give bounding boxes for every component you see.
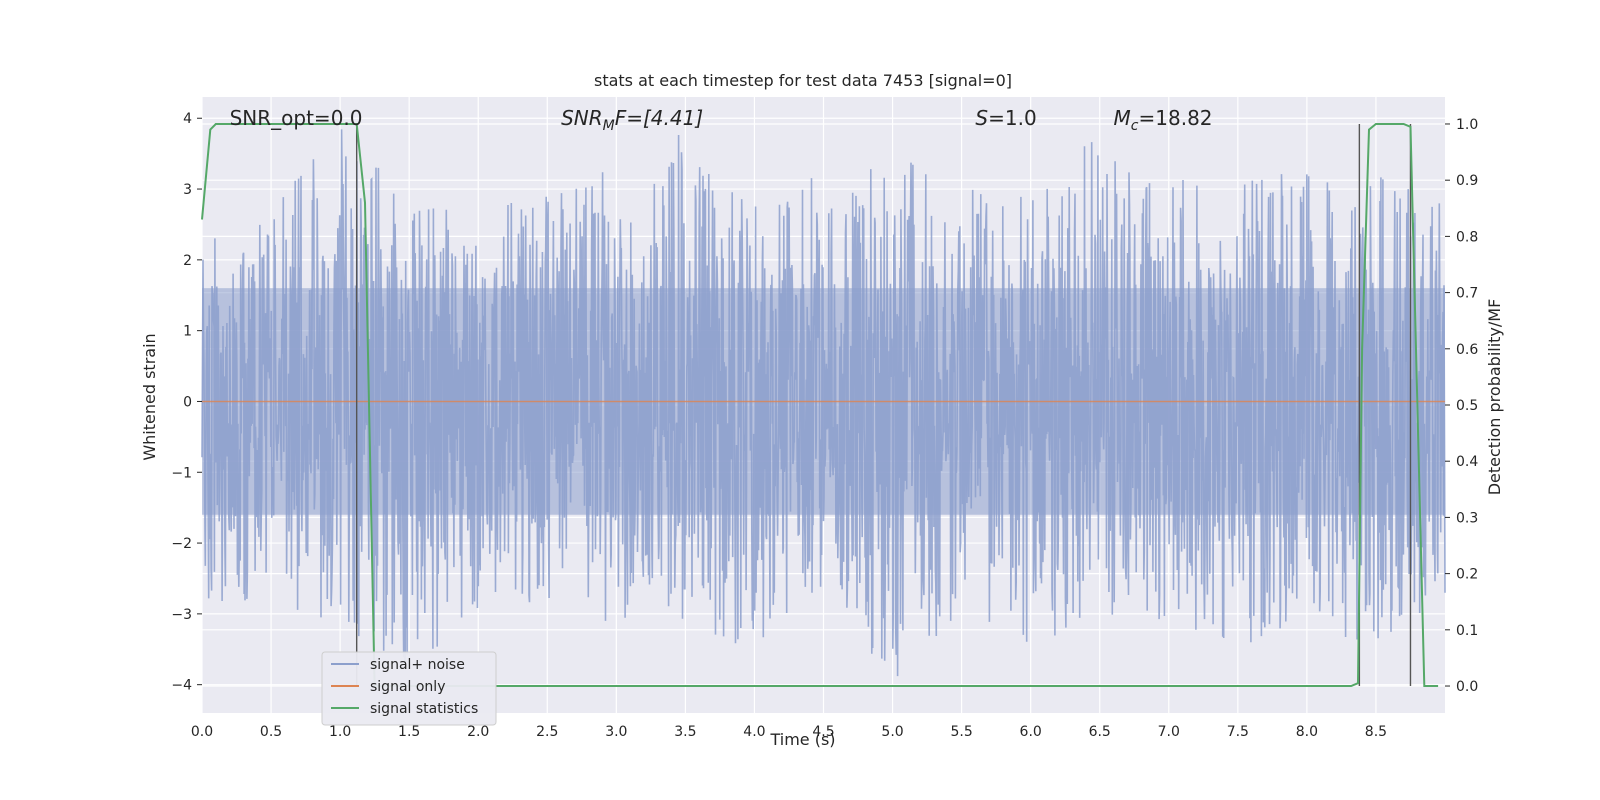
x-tick-label: 0.5 (260, 724, 282, 740)
stat-annotation: S=1.0 (975, 106, 1036, 130)
signal-statistics-layer (201, 123, 1439, 687)
y2-tick-label: 0.0 (1456, 679, 1478, 695)
y-tick-label: 2 (183, 253, 192, 269)
y2-tick-label: 0.4 (1456, 454, 1478, 470)
y2-tick-label: 0.5 (1456, 398, 1478, 414)
x-ticks-layer: 0.0 0.5 1.0 1.5 2.0 2.5 3.0 3.5 4.0 4.5 5.0 5.5 6.0 6… (191, 724, 1387, 740)
signal-statistics-line (201, 123, 1439, 687)
legend-label-signal-noise: signal+ noise (370, 657, 465, 673)
y2-tick-label: 0.2 (1456, 567, 1478, 583)
x-tick-label: 7.5 (1227, 724, 1249, 740)
chart-title: stats at each timestep for test data 745… (594, 71, 1012, 90)
y-tick-label: 0 (183, 394, 192, 410)
y2-tick-label: 0.6 (1456, 342, 1478, 358)
y2-tick-label: 0.8 (1456, 229, 1478, 245)
y-tick-label: 1 (183, 324, 192, 340)
x-tick-label: 7.0 (1158, 724, 1180, 740)
y2-tick-label: 0.7 (1456, 286, 1478, 302)
legend-label-signal-only: signal only (370, 679, 445, 695)
x-tick-label: 6.5 (1089, 724, 1111, 740)
y-tick-label: 4 (183, 111, 192, 127)
y-tick-label: −1 (171, 465, 192, 481)
x-tick-label: 3.0 (605, 724, 627, 740)
legend: signal+ noise signal only signal statist… (321, 651, 497, 726)
y-ticks-layer: 4 3 2 1 0 −1 −2 −3 −4 (171, 111, 202, 694)
x-tick-label: 4.5 (812, 724, 834, 740)
x-tick-label: 8.5 (1365, 724, 1387, 740)
x-tick-label: 4.0 (743, 724, 765, 740)
legend-label-signal-statistics: signal statistics (370, 701, 478, 717)
y-tick-label: −4 (171, 678, 192, 694)
legend-box (321, 651, 497, 726)
x-tick-label: 5.5 (950, 724, 972, 740)
x-tick-label: 1.5 (398, 724, 420, 740)
x-tick-label: 8.0 (1296, 724, 1318, 740)
x-tick-label: 2.0 (467, 724, 489, 740)
x-tick-label: 6.0 (1020, 724, 1042, 740)
x-axis-label: Time (s) (769, 730, 835, 749)
y-axis-label: Whitened strain (140, 333, 159, 460)
y-tick-label: −2 (171, 536, 192, 552)
x-tick-label: 3.5 (674, 724, 696, 740)
y2-tick-label: 0.3 (1456, 510, 1478, 526)
x-tick-label: 0.0 (191, 724, 213, 740)
annotations-layer: SNR_opt=0.0 SNRMF=[4.41] S=1.0 Mc=18.82 (230, 106, 1213, 134)
x-tick-label: 1.0 (329, 724, 351, 740)
x-tick-label: 5.0 (881, 724, 903, 740)
stat-annotation: SNRMF=[4.41] (561, 106, 703, 134)
y2-tick-label: 0.1 (1456, 623, 1478, 639)
y2-axis-label: Detection probability/MF (1485, 299, 1504, 496)
y2-ticks-layer: 1.0 0.9 0.8 0.7 0.6 0.5 0.4 0.3 0.2 0.1 0.0 (1445, 117, 1478, 695)
y-tick-label: 3 (183, 182, 192, 198)
y-tick-label: −3 (171, 607, 192, 623)
x-tick-label: 2.5 (536, 724, 558, 740)
stat-annotation: Mc=18.82 (1114, 106, 1213, 134)
stat-annotation: SNR_opt=0.0 (230, 106, 363, 130)
y2-tick-label: 0.9 (1456, 173, 1478, 189)
y2-tick-label: 1.0 (1456, 117, 1478, 133)
